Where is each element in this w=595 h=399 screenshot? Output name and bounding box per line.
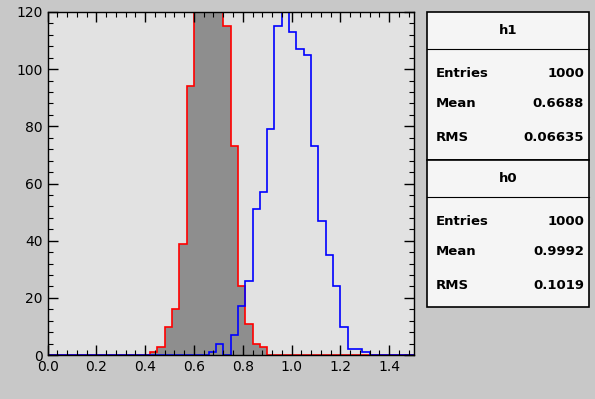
Text: 1000: 1000 <box>547 215 584 228</box>
Text: Mean: Mean <box>436 245 476 258</box>
Text: RMS: RMS <box>436 131 468 144</box>
Text: 1000: 1000 <box>547 67 584 81</box>
Text: 0.9992: 0.9992 <box>533 245 584 258</box>
Text: 0.6688: 0.6688 <box>533 97 584 110</box>
Text: 0.06635: 0.06635 <box>524 131 584 144</box>
Text: Entries: Entries <box>436 215 488 228</box>
Text: Entries: Entries <box>436 67 488 81</box>
Text: Mean: Mean <box>436 97 476 110</box>
Text: RMS: RMS <box>436 279 468 292</box>
Text: 0.1019: 0.1019 <box>533 279 584 292</box>
Text: h1: h1 <box>499 24 518 37</box>
Text: h0: h0 <box>499 172 518 185</box>
